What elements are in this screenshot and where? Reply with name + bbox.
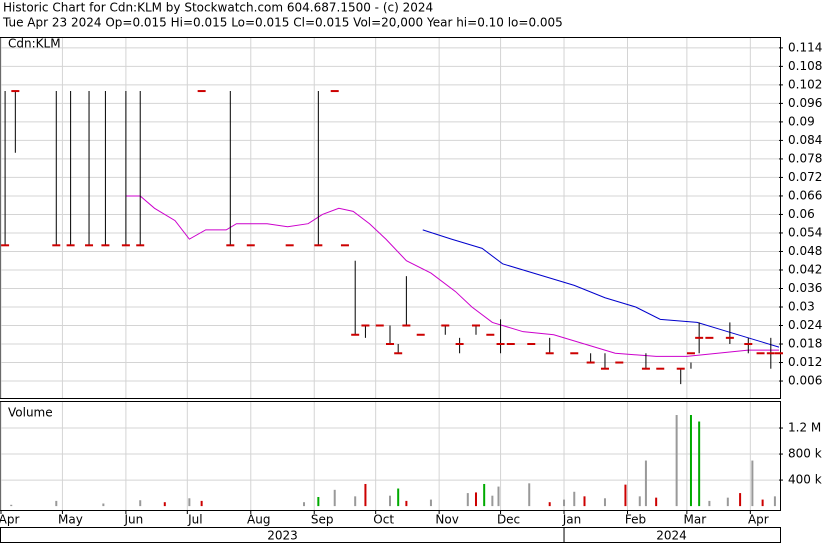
x-tick-label: Nov	[435, 513, 458, 527]
year-label: 2024	[656, 529, 687, 543]
x-tick-label: Mar	[684, 513, 707, 527]
x-tick-label: May	[58, 513, 83, 527]
volume-panel	[0, 401, 781, 511]
y-tick-label: 0.006	[788, 374, 822, 388]
y-tick-label: 1.2 M	[788, 421, 821, 435]
quote-line: Tue Apr 23 2024 Op=0.015 Hi=0.015 Lo=0.0…	[2, 16, 563, 30]
y-tick-label: 0.042	[788, 262, 822, 276]
volume-bar	[497, 486, 500, 507]
y-tick-label: 0.054	[788, 225, 822, 239]
volume-bar	[317, 496, 320, 507]
volume-bar	[354, 496, 357, 507]
y-tick-label: 0.096	[788, 96, 822, 110]
volume-bar	[200, 500, 203, 507]
y-tick-label: 0.09	[788, 114, 815, 128]
y-tick-label: 0.06	[788, 207, 815, 221]
volume-bar	[573, 491, 576, 507]
volume-bar	[55, 500, 58, 507]
volume-bar	[698, 421, 701, 507]
y-tick-label: 0.048	[788, 244, 822, 258]
y-tick-label: 0.024	[788, 318, 822, 332]
volume-bar	[751, 460, 754, 507]
volume-bar	[474, 492, 477, 507]
x-tick-label: Feb	[625, 513, 646, 527]
volume-bar	[603, 498, 606, 507]
y-tick-label: 0.03	[788, 299, 815, 313]
panel-label: Cdn:KLM	[8, 37, 61, 51]
x-tick-label: Aug	[247, 513, 270, 527]
y-tick-label: 0.066	[788, 188, 822, 202]
y-tick-label: 0.036	[788, 281, 822, 295]
volume-bar	[583, 496, 586, 507]
x-tick-label: Apr	[748, 513, 769, 527]
volume-bar	[303, 502, 306, 507]
y-tick-label: 0.084	[788, 133, 822, 147]
volume-bar	[364, 483, 367, 507]
volume-bar	[163, 502, 166, 507]
volume-bar	[483, 483, 486, 507]
volume-bar	[429, 499, 432, 507]
moving-average	[422, 229, 780, 348]
volume-bar	[726, 497, 729, 507]
volume-bar	[102, 503, 105, 507]
chart-title: Historic Chart for Cdn:KLM by Stockwatch…	[3, 1, 433, 15]
volume-bar	[624, 484, 627, 507]
volume-bar	[563, 499, 566, 507]
x-tick-label: Oct	[373, 513, 394, 527]
volume-bar	[389, 495, 391, 507]
volume-bar	[708, 500, 711, 507]
moving-average	[125, 195, 779, 357]
y-tick-label: 0.012	[788, 355, 822, 369]
x-tick-label: Jan	[562, 513, 582, 527]
volume-bar	[397, 488, 400, 507]
volume-bar	[491, 495, 494, 507]
y-tick-label: 400 k	[788, 473, 822, 487]
volume-bar	[644, 460, 647, 507]
volume-bar	[638, 496, 641, 507]
volume-bar	[466, 493, 469, 507]
y-tick-label: 800 k	[788, 447, 822, 461]
volume-bar	[139, 500, 142, 507]
volume-bar	[188, 498, 191, 507]
x-tick-label: Jun	[124, 513, 144, 527]
y-tick-label: 0.078	[788, 151, 822, 165]
volume-bar	[548, 502, 551, 507]
volume-bar	[333, 489, 336, 507]
x-tick-label: Apr	[0, 513, 19, 527]
y-tick-label: 0.018	[788, 337, 822, 351]
panel-label: Volume	[8, 406, 53, 420]
volume-bar	[773, 496, 776, 507]
volume-bar	[689, 415, 692, 507]
x-tick-label: Jul	[187, 513, 202, 527]
y-tick-label: 0.108	[788, 59, 822, 73]
y-tick-label: 0.114	[788, 40, 822, 54]
year-label: 2023	[267, 529, 298, 543]
x-tick-label: Sep	[311, 513, 334, 527]
y-tick-label: 0.072	[788, 170, 822, 184]
volume-bar	[655, 497, 658, 507]
volume-bar	[675, 415, 678, 507]
x-tick-label: Dec	[497, 513, 520, 527]
volume-bar	[10, 504, 13, 507]
volume-bar	[405, 500, 408, 507]
y-tick-label: 0.102	[788, 77, 822, 91]
volume-bar	[528, 483, 531, 507]
volume-bar	[761, 499, 764, 507]
volume-bar	[739, 493, 742, 507]
